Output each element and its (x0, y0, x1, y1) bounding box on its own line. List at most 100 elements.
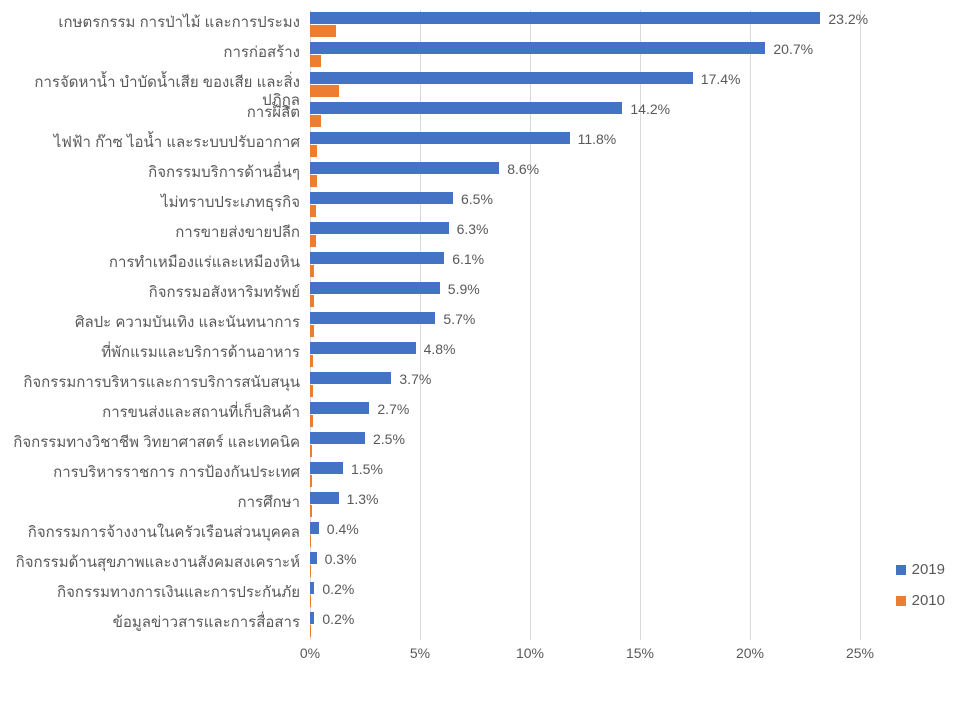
x-tick-label: 25% (846, 645, 874, 661)
category-label: ไม่ทราบประเภทธุรกิจ (0, 194, 300, 212)
bar-s2019 (310, 132, 570, 144)
bar-row: 11.8% (310, 130, 860, 160)
bar-s2010 (310, 115, 321, 127)
x-axis-labels: 0%5%10%15%20%25% (310, 645, 860, 675)
bar-s2019 (310, 312, 435, 324)
x-tick-label: 20% (736, 645, 764, 661)
value-label: 4.8% (424, 341, 456, 357)
category-label: ที่พักแรมและบริการด้านอาหาร (0, 344, 300, 362)
bar-row: 8.6% (310, 160, 860, 190)
x-tick-label: 0% (300, 645, 320, 661)
chart-container: 23.2%20.7%17.4%14.2%11.8%8.6%6.5%6.3%6.1… (0, 0, 960, 703)
legend-label-2019: 2019 (912, 561, 945, 578)
bar-s2010 (310, 475, 312, 487)
category-label: กิจกรรมการบริหารและการบริการสนับสนุน (0, 374, 300, 392)
bar-row: 0.2% (310, 580, 860, 610)
bar-s2010 (310, 535, 311, 547)
bar-s2010 (310, 175, 317, 187)
bar-row: 5.9% (310, 280, 860, 310)
bar-row: 23.2% (310, 10, 860, 40)
gridline (860, 10, 861, 640)
category-label: กิจกรรมบริการด้านอื่นๆ (0, 164, 300, 182)
category-label: กิจกรรมทางวิชาชีพ วิทยาศาสตร์ และเทคนิค (0, 434, 300, 452)
legend-swatch-2010 (896, 596, 906, 606)
category-label: ศิลปะ ความบันเทิง และนันทนาการ (0, 314, 300, 332)
category-label: กิจกรรมอสังหาริมทรัพย์ (0, 284, 300, 302)
bar-s2019 (310, 252, 444, 264)
bar-row: 5.7% (310, 310, 860, 340)
bar-s2019 (310, 42, 765, 54)
bar-row: 2.5% (310, 430, 860, 460)
bar-s2010 (310, 265, 314, 277)
bar-row: 6.5% (310, 190, 860, 220)
bar-s2019 (310, 72, 693, 84)
bar-s2010 (310, 415, 313, 427)
bar-s2010 (310, 145, 317, 157)
bar-s2010 (310, 205, 316, 217)
bar-row: 3.7% (310, 370, 860, 400)
bar-row: 1.3% (310, 490, 860, 520)
bar-s2019 (310, 282, 440, 294)
legend-item-2019: 2019 (896, 561, 945, 578)
value-label: 5.9% (448, 281, 480, 297)
bar-s2010 (310, 25, 336, 37)
bar-s2010 (310, 505, 312, 517)
value-label: 2.5% (373, 431, 405, 447)
bar-s2010 (310, 295, 314, 307)
plot-area: 23.2%20.7% 17.4%14.2%11.8%8.6% 6.5% 6.3% 6.1… (310, 10, 860, 640)
category-label: การก่อสร้าง (0, 44, 300, 62)
bar-row: 1.5% (310, 460, 860, 490)
bar-s2019 (310, 492, 339, 504)
legend: 2019 2010 (896, 561, 945, 623)
bar-s2010 (310, 325, 314, 337)
value-label: 8.6% (507, 161, 539, 177)
bar-s2010 (310, 235, 316, 247)
bar-s2019 (310, 582, 314, 594)
category-label: ข้อมูลข่าวสารและการสื่อสาร (0, 614, 300, 632)
x-tick-label: 10% (516, 645, 544, 661)
x-tick-label: 15% (626, 645, 654, 661)
bar-s2019 (310, 192, 453, 204)
legend-item-2010: 2010 (896, 592, 945, 609)
bar-s2010 (310, 355, 313, 367)
legend-swatch-2019 (896, 565, 906, 575)
bar-row: 17.4% (310, 70, 860, 100)
bar-s2019 (310, 522, 319, 534)
bar-row: 4.8% (310, 340, 860, 370)
bar-s2019 (310, 612, 314, 624)
value-label: 23.2% (828, 11, 868, 27)
bar-s2019 (310, 402, 369, 414)
x-tick-label: 5% (410, 645, 430, 661)
legend-label-2010: 2010 (912, 592, 945, 609)
bar-s2010 (310, 445, 312, 457)
value-label: 1.5% (351, 461, 383, 477)
bar-row: 0.3% (310, 550, 860, 580)
category-label: กิจกรรมการจ้างงานในครัวเรือนส่วนบุคคล (0, 524, 300, 542)
value-label: 0.2% (322, 611, 354, 627)
value-label: 1.3% (347, 491, 379, 507)
category-label: เกษตรกรรม การป่าไม้ และการประมง (0, 14, 300, 32)
value-label: 0.3% (325, 551, 357, 567)
bar-row: 6.1% (310, 250, 860, 280)
bar-s2010 (310, 85, 339, 97)
bar-row: 6.3% (310, 220, 860, 250)
category-label: การทำเหมืองแร่และเหมืองหิน (0, 254, 300, 272)
bar-row: 0.2% (310, 610, 860, 640)
value-label: 20.7% (773, 41, 813, 57)
bar-s2010 (310, 565, 311, 577)
value-label: 6.1% (452, 251, 484, 267)
value-label: 5.7% (443, 311, 475, 327)
bar-s2019 (310, 222, 449, 234)
category-label: การผลิต (0, 104, 300, 122)
category-label: ไฟฟ้า ก๊าซ ไอน้ำ และระบบปรับอากาศ (0, 134, 300, 152)
category-label: การขนส่งและสถานที่เก็บสินค้า (0, 404, 300, 422)
bar-s2019 (310, 12, 820, 24)
value-label: 6.5% (461, 191, 493, 207)
category-label: การบริหารราชการ การป้องกันประเทศ (0, 464, 300, 482)
bar-s2019 (310, 162, 499, 174)
bar-s2019 (310, 432, 365, 444)
bar-row: 14.2% (310, 100, 860, 130)
value-label: 6.3% (457, 221, 489, 237)
bar-row: 20.7% (310, 40, 860, 70)
category-label: กิจกรรมด้านสุขภาพและงานสังคมสงเคราะห์ (0, 554, 300, 572)
